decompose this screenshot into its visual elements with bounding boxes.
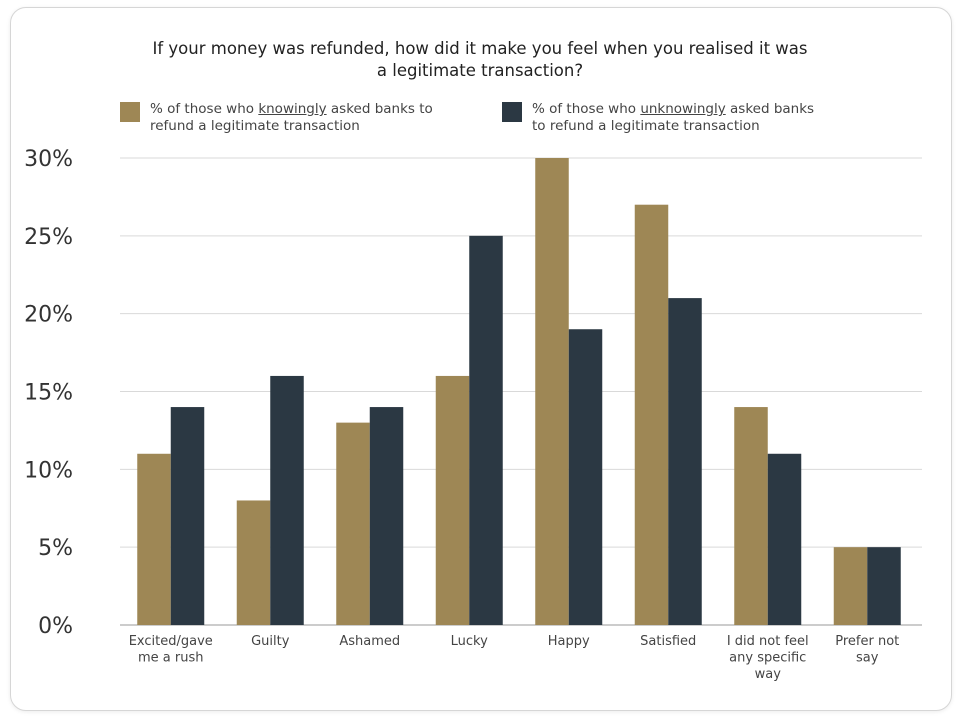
chart-title: If your money was refunded, how did it m… xyxy=(0,38,960,82)
bar-unknowingly xyxy=(170,407,205,625)
bar-unknowingly xyxy=(668,298,702,625)
legend-text: to refund a legitimate transaction xyxy=(532,118,760,134)
x-tick-label: any specific xyxy=(729,651,806,666)
legend-text: refund a legitimate transaction xyxy=(150,118,360,134)
y-tick-label: 0% xyxy=(38,614,73,639)
bar-unknowingly xyxy=(767,453,802,625)
x-tick-label: Happy xyxy=(548,634,590,649)
x-tick-label: me a rush xyxy=(138,651,204,666)
legend-text-underlined: knowingly xyxy=(258,101,327,117)
x-tick-label: say xyxy=(856,651,879,666)
legend-swatch-knowingly xyxy=(120,102,140,122)
y-tick-label: 10% xyxy=(24,458,73,483)
x-tick-label: Ashamed xyxy=(339,634,400,649)
x-tick-label: Prefer not xyxy=(835,634,899,649)
legend-text: % of those who xyxy=(532,101,641,117)
legend-text: asked banks to xyxy=(326,101,433,117)
bar-unknowingly xyxy=(469,235,503,626)
chart-title-line: a legitimate transaction? xyxy=(376,61,584,80)
legend-item-unknowingly: % of those who unknowingly asked banks t… xyxy=(502,101,814,135)
bar-knowingly xyxy=(535,158,569,625)
bar-knowingly xyxy=(734,407,768,625)
x-tick-label: I did not feel xyxy=(727,634,809,649)
y-tick-label: 25% xyxy=(24,225,73,250)
bar-unknowingly xyxy=(568,329,603,625)
y-tick-label: 20% xyxy=(24,303,73,328)
bar-knowingly xyxy=(236,500,271,625)
bar-knowingly xyxy=(634,204,669,625)
legend-text: % of those who xyxy=(150,101,259,117)
x-tick-label: Lucky xyxy=(451,634,488,649)
x-tick-label: Excited/gave xyxy=(129,634,213,649)
bar-knowingly xyxy=(137,453,171,625)
bar-knowingly xyxy=(336,422,370,625)
y-tick-label: 30% xyxy=(24,147,73,172)
legend-text-underlined: unknowingly xyxy=(640,101,726,117)
x-tick-label: Satisfied xyxy=(640,634,696,649)
legend-item-knowingly: % of those who knowingly asked banks to … xyxy=(120,101,433,135)
x-tick-label: Guilty xyxy=(251,634,290,649)
bar-knowingly xyxy=(435,375,470,625)
chart-title-line: If your money was refunded, how did it m… xyxy=(152,39,808,58)
bar-unknowingly xyxy=(369,407,404,625)
legend-text: asked banks xyxy=(725,101,815,117)
bar-knowingly xyxy=(833,547,868,625)
y-tick-label: 5% xyxy=(38,536,73,561)
bar-unknowingly xyxy=(867,547,901,625)
x-tick-label: way xyxy=(755,667,782,682)
bar-unknowingly xyxy=(270,375,304,625)
legend-swatch-unknowingly xyxy=(502,102,522,122)
y-tick-label: 15% xyxy=(24,381,73,406)
